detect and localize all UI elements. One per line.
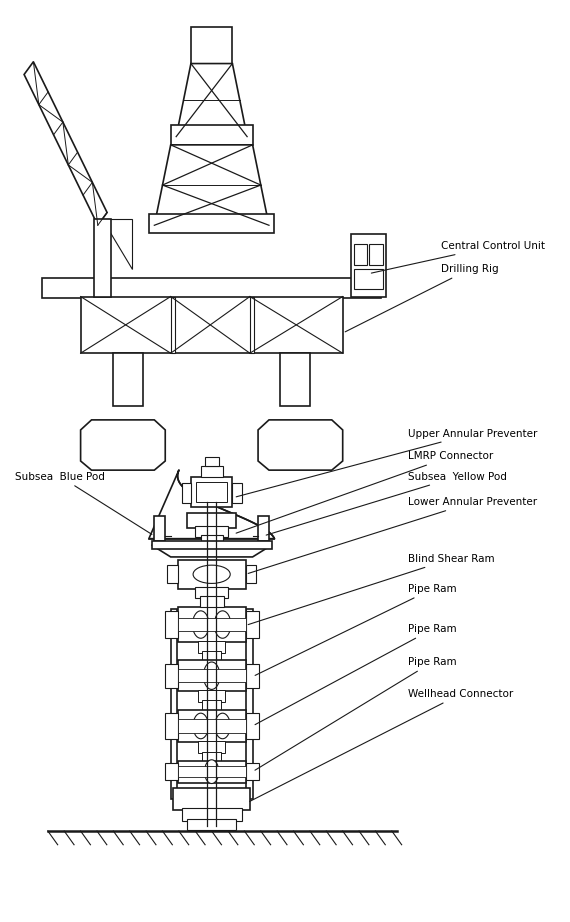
Bar: [353, 269, 382, 290]
Bar: [191, 478, 233, 507]
Bar: [178, 718, 246, 733]
Bar: [246, 763, 259, 780]
Bar: [202, 651, 222, 662]
Bar: [351, 234, 386, 297]
Polygon shape: [154, 145, 269, 225]
Bar: [178, 669, 246, 682]
Polygon shape: [152, 545, 272, 557]
Bar: [196, 482, 227, 502]
Circle shape: [193, 611, 209, 638]
Text: Pipe Ram: Pipe Ram: [255, 624, 457, 725]
Circle shape: [203, 662, 220, 690]
Bar: [202, 751, 222, 762]
Text: Pipe Ram: Pipe Ram: [255, 657, 457, 770]
Bar: [246, 714, 259, 739]
Bar: [353, 244, 367, 265]
Bar: [280, 353, 310, 407]
Polygon shape: [258, 420, 343, 470]
Bar: [165, 664, 178, 688]
Text: LMRP Connector: LMRP Connector: [236, 452, 494, 533]
Polygon shape: [176, 64, 247, 136]
Bar: [369, 244, 382, 265]
Bar: [167, 565, 178, 584]
Bar: [178, 761, 246, 783]
Bar: [80, 297, 343, 353]
Text: Central Control Unit: Central Control Unit: [371, 242, 545, 273]
Circle shape: [193, 714, 209, 739]
Text: Pipe Ram: Pipe Ram: [255, 584, 457, 676]
Bar: [165, 763, 178, 780]
Polygon shape: [80, 420, 165, 470]
Text: Upper Annular Preventer: Upper Annular Preventer: [236, 429, 538, 497]
Bar: [173, 788, 250, 810]
Bar: [170, 609, 177, 799]
Bar: [187, 819, 236, 830]
Bar: [170, 124, 253, 145]
Bar: [246, 664, 259, 688]
Bar: [202, 701, 222, 712]
Bar: [178, 608, 246, 642]
Text: Subsea  Yellow Pod: Subsea Yellow Pod: [266, 471, 507, 535]
Bar: [196, 587, 228, 598]
Bar: [232, 483, 242, 503]
Bar: [178, 766, 246, 777]
Bar: [152, 541, 272, 549]
Bar: [258, 515, 269, 541]
Bar: [178, 560, 246, 589]
Bar: [178, 618, 246, 631]
Text: Lower Annular Preventer: Lower Annular Preventer: [248, 497, 538, 573]
Bar: [191, 27, 233, 64]
Bar: [246, 565, 256, 584]
Bar: [182, 483, 192, 503]
Bar: [154, 515, 165, 541]
Bar: [198, 741, 225, 753]
Bar: [178, 710, 246, 742]
Bar: [42, 278, 381, 299]
Bar: [93, 219, 111, 297]
Bar: [201, 467, 222, 478]
Circle shape: [214, 611, 231, 638]
Bar: [165, 611, 178, 638]
Bar: [170, 297, 175, 353]
Text: Blind Shear Ram: Blind Shear Ram: [248, 554, 495, 624]
Bar: [182, 809, 242, 821]
Bar: [205, 457, 219, 467]
Bar: [250, 297, 254, 353]
Bar: [246, 609, 253, 799]
Bar: [201, 535, 222, 546]
Bar: [246, 611, 259, 638]
Polygon shape: [24, 62, 107, 225]
Bar: [187, 513, 236, 527]
Bar: [198, 641, 225, 653]
Bar: [113, 353, 144, 407]
Bar: [149, 214, 274, 232]
Text: Wellhead Connector: Wellhead Connector: [250, 689, 514, 801]
Polygon shape: [103, 219, 132, 269]
Bar: [196, 526, 228, 537]
Circle shape: [215, 714, 230, 739]
Circle shape: [205, 760, 219, 784]
Polygon shape: [149, 470, 274, 538]
Bar: [200, 597, 223, 608]
Ellipse shape: [193, 565, 230, 584]
Text: Subsea  Blue Pod: Subsea Blue Pod: [15, 471, 152, 535]
Text: Drilling Rig: Drilling Rig: [345, 264, 499, 332]
Bar: [178, 660, 246, 692]
Bar: [165, 714, 178, 739]
Bar: [198, 691, 225, 703]
